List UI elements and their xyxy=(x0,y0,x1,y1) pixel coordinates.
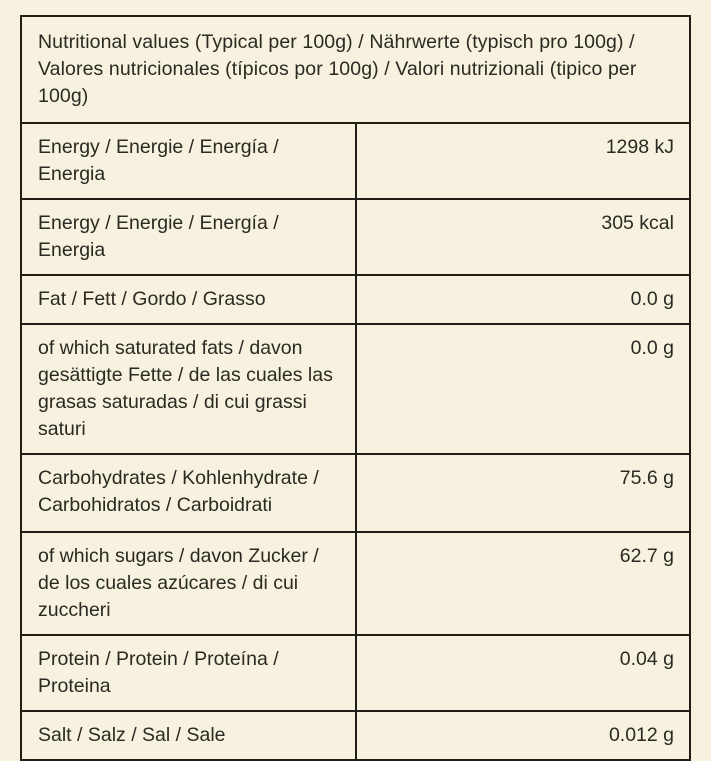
table-row: Carbohydrates / Kohlenhydrate / Carbohid… xyxy=(20,453,691,533)
nutrient-value: 0.012 g xyxy=(354,710,691,761)
header-row: Nutritional values (Typical per 100g) / … xyxy=(20,15,691,124)
table-row: Fat / Fett / Gordo / Grasso 0.0 g xyxy=(20,274,691,325)
table-row: Salt / Salz / Sal / Sale 0.012 g xyxy=(20,710,691,761)
nutrient-value: 1298 kJ xyxy=(354,122,691,200)
nutrition-label: Nutritional values (Typical per 100g) / … xyxy=(20,15,691,761)
table-row: Energy / Energie / Energía / Energia 129… xyxy=(20,122,691,200)
table-row: of which sugars / davon Zucker / de los … xyxy=(20,531,691,636)
nutrient-value: 75.6 g xyxy=(354,453,691,533)
nutrient-label: Protein / Protein / Proteína / Proteina xyxy=(20,634,357,712)
nutrient-value: 62.7 g xyxy=(354,531,691,636)
table-header: Nutritional values (Typical per 100g) / … xyxy=(20,15,691,124)
nutrient-value: 0.0 g xyxy=(354,323,691,455)
nutrient-value: 0.04 g xyxy=(354,634,691,712)
nutrient-label: Energy / Energie / Energía / Energia xyxy=(20,198,357,276)
nutrient-label: Energy / Energie / Energía / Energia xyxy=(20,122,357,200)
nutrient-label: Carbohydrates / Kohlenhydrate / Carbohid… xyxy=(20,453,357,533)
nutrient-label: Salt / Salz / Sal / Sale xyxy=(20,710,357,761)
nutrient-label: Fat / Fett / Gordo / Grasso xyxy=(20,274,357,325)
nutrient-value: 305 kcal xyxy=(354,198,691,276)
table-row: Energy / Energie / Energía / Energia 305… xyxy=(20,198,691,276)
table-row: of which saturated fats / davon gesättig… xyxy=(20,323,691,455)
nutrient-label: of which sugars / davon Zucker / de los … xyxy=(20,531,357,636)
table-row: Protein / Protein / Proteína / Proteina … xyxy=(20,634,691,712)
nutrient-label: of which saturated fats / davon gesättig… xyxy=(20,323,357,455)
nutrition-table: Nutritional values (Typical per 100g) / … xyxy=(20,15,691,761)
nutrient-value: 0.0 g xyxy=(354,274,691,325)
